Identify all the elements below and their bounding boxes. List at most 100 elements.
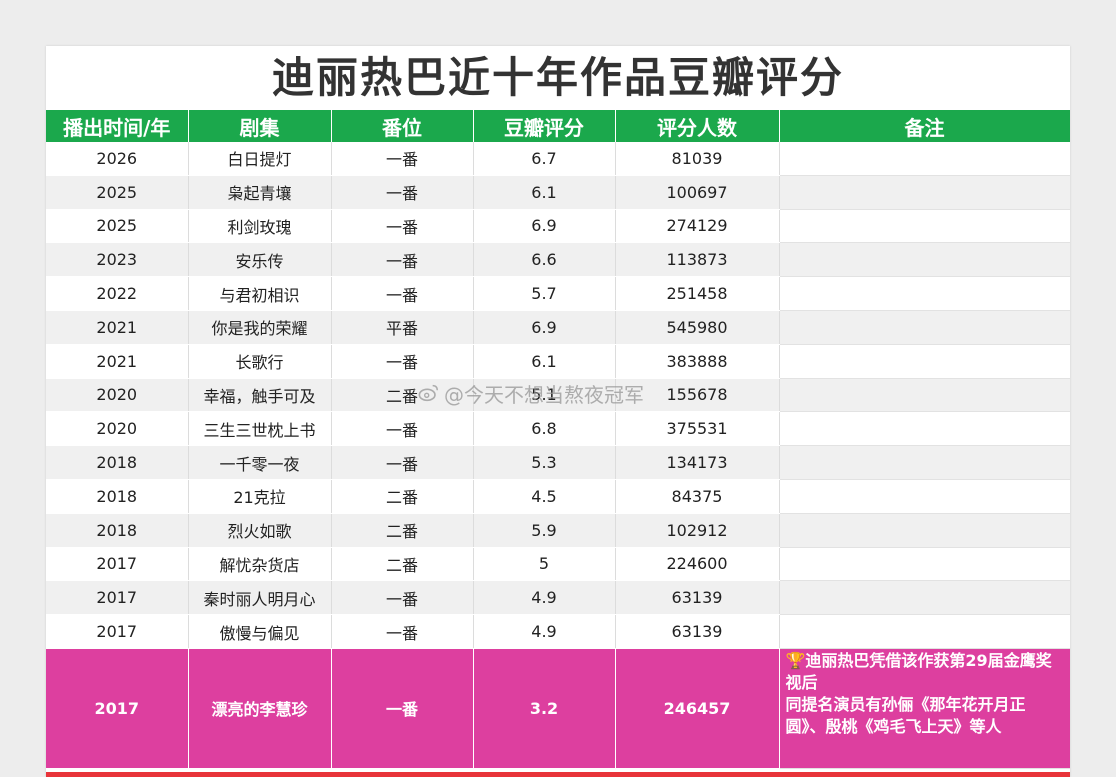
cell-score: 5.7	[473, 276, 616, 311]
table-row: 2018 烈火如歌 二番 5.9 102912	[46, 513, 1070, 548]
cell-role: 一番	[331, 580, 474, 616]
cell-votes: 274129	[615, 209, 780, 244]
header-votes: 评分人数	[615, 110, 780, 142]
table-row: 2021 你是我的荣耀 平番 6.9 545980	[46, 310, 1070, 345]
cell-votes: 63139	[615, 614, 780, 649]
table-row: 2018 一千零一夜 一番 5.3 134173	[46, 445, 1070, 480]
cell-drama: 三生三世枕上书	[188, 411, 332, 447]
cell-note	[779, 378, 1070, 413]
cell-votes: 246457	[615, 648, 780, 769]
cell-score: 6.1	[473, 175, 616, 210]
cell-year: 2022	[46, 276, 189, 311]
cell-votes: 375531	[615, 411, 780, 447]
cell-votes: 383888	[615, 344, 780, 379]
cell-votes: 113873	[615, 242, 780, 278]
cell-drama: 秦时丽人明月心	[188, 580, 332, 616]
cell-drama: 烈火如歌	[188, 513, 332, 548]
highlight-row: 2017 漂亮的李慧珍 一番 3.2 246457 🏆迪丽热巴凭借该作获第29届…	[46, 648, 1070, 769]
cell-note	[779, 580, 1070, 616]
cell-score: 4.9	[473, 580, 616, 616]
cell-role: 一番	[331, 175, 474, 210]
cell-votes: 251458	[615, 276, 780, 311]
cell-votes: 224600	[615, 547, 780, 582]
cell-drama: 21克拉	[188, 479, 332, 514]
cell-votes: 102912	[615, 513, 780, 548]
cell-role: 二番	[331, 513, 474, 548]
table-row: 2020 幸福，触手可及 二番 5.1 155678	[46, 378, 1070, 413]
table-row: 2023 安乐传 一番 6.6 113873	[46, 242, 1070, 278]
cell-note	[779, 445, 1070, 480]
cell-votes: 155678	[615, 378, 780, 413]
cell-score: 6.8	[473, 411, 616, 447]
table-row: 2017 秦时丽人明月心 一番 4.9 63139	[46, 580, 1070, 616]
cell-role: 一番	[331, 242, 474, 278]
cell-drama: 利剑玫瑰	[188, 209, 332, 244]
cell-year: 2026	[46, 142, 189, 176]
cell-note	[779, 513, 1070, 548]
cell-votes: 63139	[615, 580, 780, 616]
cell-role: 二番	[331, 479, 474, 514]
cell-year: 2021	[46, 344, 189, 379]
cell-note	[779, 614, 1070, 649]
cell-role: 一番	[331, 142, 474, 176]
cell-year: 2018	[46, 479, 189, 514]
cell-note	[779, 344, 1070, 379]
table-row: 2022 与君初相识 一番 5.7 251458	[46, 276, 1070, 311]
cell-note	[779, 310, 1070, 345]
cell-year: 2017	[46, 614, 189, 649]
cell-drama: 与君初相识	[188, 276, 332, 311]
cell-year: 2021	[46, 310, 189, 345]
cell-score: 6.1	[473, 344, 616, 379]
table-row: 2017 解忧杂货店 二番 5 224600	[46, 547, 1070, 582]
award-note-text: 迪丽热巴凭借该作获第29届金鹰奖视后 同提名演员有孙俪《那年花开月正圆》、殷桃《…	[785, 650, 1052, 736]
cell-score: 3.2	[473, 648, 616, 769]
header-note: 备注	[779, 110, 1070, 142]
cell-role: 一番	[331, 445, 474, 480]
cell-year: 2018	[46, 513, 189, 548]
cell-drama: 你是我的荣耀	[188, 310, 332, 345]
table-row: 2025 枭起青壤 一番 6.1 100697	[46, 175, 1070, 210]
header-year: 播出时间/年	[46, 110, 189, 142]
cell-drama: 安乐传	[188, 242, 332, 278]
cell-note	[779, 242, 1070, 278]
cell-votes: 545980	[615, 310, 780, 345]
cell-votes: 81039	[615, 142, 780, 176]
cell-note	[779, 175, 1070, 210]
cell-year: 2020	[46, 411, 189, 447]
cell-drama: 漂亮的李慧珍	[188, 648, 332, 769]
cell-drama: 长歌行	[188, 344, 332, 379]
cell-year: 2025	[46, 175, 189, 210]
cell-drama: 解忧杂货店	[188, 547, 332, 582]
cell-votes: 134173	[615, 445, 780, 480]
cell-score: 6.9	[473, 209, 616, 244]
cell-role: 二番	[331, 547, 474, 582]
cell-role: 二番	[331, 378, 474, 413]
table-row: 2025 利剑玫瑰 一番 6.9 274129	[46, 209, 1070, 244]
header-drama: 剧集	[188, 110, 332, 142]
cell-score: 5.9	[473, 513, 616, 548]
table-row: 2026 白日提灯 一番 6.7 81039	[46, 142, 1070, 176]
header-role: 番位	[331, 110, 474, 142]
cell-role: 平番	[331, 310, 474, 345]
table-row: 2021 长歌行 一番 6.1 383888	[46, 344, 1070, 379]
cell-drama: 枭起青壤	[188, 175, 332, 210]
cell-year: 2017	[46, 648, 189, 769]
cell-score: 6.7	[473, 142, 616, 176]
cell-drama: 傲慢与偏见	[188, 614, 332, 649]
table-row: 2018 21克拉 二番 4.5 84375	[46, 479, 1070, 514]
cell-note	[779, 411, 1070, 447]
table-header-row: 播出时间/年 剧集 番位 豆瓣评分 评分人数 备注	[46, 110, 1070, 142]
table-row: 2020 三生三世枕上书 一番 6.8 375531	[46, 411, 1070, 447]
cell-role: 一番	[331, 344, 474, 379]
cell-role: 一番	[331, 411, 474, 447]
cell-role: 一番	[331, 209, 474, 244]
cell-year: 2023	[46, 242, 189, 278]
cell-role: 一番	[331, 614, 474, 649]
cell-votes: 84375	[615, 479, 780, 514]
header-score: 豆瓣评分	[473, 110, 616, 142]
cell-score: 4.5	[473, 479, 616, 514]
cell-note	[779, 276, 1070, 311]
cell-role: 一番	[331, 648, 474, 769]
cell-score: 5.1	[473, 378, 616, 413]
ratings-sheet: 迪丽热巴近十年作品豆瓣评分 播出时间/年 剧集 番位 豆瓣评分 评分人数 备注 …	[46, 46, 1070, 777]
